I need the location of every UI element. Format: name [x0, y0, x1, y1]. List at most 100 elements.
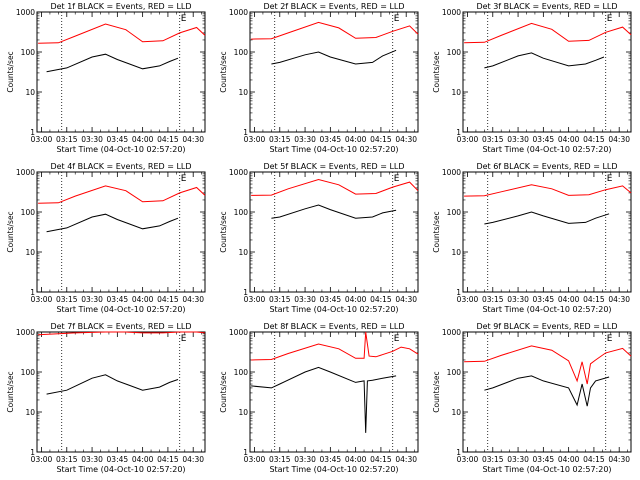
lld-series-line — [38, 23, 206, 44]
events-series-line — [484, 52, 605, 69]
y-tick-label: 100 — [234, 208, 249, 217]
x-axis-label: Start Time (04-Oct-10 02:57:20) — [269, 465, 398, 474]
x-axis-label: Start Time (04-Oct-10 02:57:20) — [482, 305, 611, 314]
x-tick-label: 03:45 — [107, 135, 129, 144]
events-series-line — [46, 53, 179, 73]
y-tick-label: 100 — [447, 208, 462, 217]
events-series-line — [271, 204, 397, 219]
y-axis-label: Counts/sec — [432, 51, 441, 92]
x-tick-label: 04:15 — [583, 135, 605, 144]
x-axis-label: Start Time (04-Oct-10 02:57:20) — [269, 305, 398, 314]
x-tick-label: 03:15 — [56, 455, 78, 464]
y-tick-label: 100 — [234, 48, 249, 57]
plot-frame — [462, 331, 632, 453]
marker-label: E — [607, 14, 613, 24]
x-tick-label: 03:30 — [507, 455, 529, 464]
x-tick-label: 04:00 — [345, 295, 367, 304]
y-tick-label: 100 — [447, 48, 462, 57]
y-tick-label: 1 — [30, 288, 35, 297]
y-tick-label: 1000 — [16, 168, 35, 177]
x-tick-label: 03:30 — [81, 455, 103, 464]
y-tick-label: 1 — [243, 448, 248, 457]
y-tick-label: 1 — [243, 288, 248, 297]
detector-panel: Det 4f BLACK = Events, RED = LLD 1 10 100 10… — [6, 162, 206, 314]
marker-label: E — [181, 334, 187, 344]
marker-label: E — [394, 14, 400, 24]
x-axis-label: Start Time (04-Oct-10 02:57:20) — [482, 145, 611, 154]
x-tick-label: 03:00 — [457, 295, 479, 304]
detector-panel: Det 2f BLACK = Events, RED = LLD 1 10 100 10… — [219, 2, 419, 154]
y-tick-label: 1000 — [16, 328, 35, 337]
y-axis-label: Counts/sec — [6, 211, 15, 252]
y-tick-label: 1000 — [229, 168, 248, 177]
x-tick-label: 03:15 — [269, 455, 291, 464]
y-tick-label: 1 — [456, 448, 461, 457]
detector-panel: Det 9f BLACK = Events, RED = LLD 1 10 100 10… — [432, 322, 632, 474]
x-axis-label: Start Time (04-Oct-10 02:57:20) — [482, 465, 611, 474]
plot-frame — [249, 331, 419, 453]
x-tick-label: 03:00 — [457, 455, 479, 464]
x-tick-label: 03:45 — [320, 295, 342, 304]
y-axis-label: Counts/sec — [219, 211, 228, 252]
detector-panel: Det 1f BLACK = Events, RED = LLD 1 10 100 10… — [6, 2, 206, 154]
x-tick-label: 04:30 — [395, 135, 417, 144]
y-tick-label: 100 — [21, 368, 36, 377]
x-tick-label: 04:00 — [132, 295, 154, 304]
lld-series-line — [464, 345, 632, 385]
x-tick-label: 04:15 — [370, 295, 392, 304]
y-tick-label: 1000 — [16, 8, 35, 17]
lld-series-line — [251, 331, 419, 361]
lld-series-line — [38, 185, 206, 204]
lld-series-line — [251, 178, 419, 196]
x-tick-label: 04:00 — [558, 295, 580, 304]
y-tick-label: 1000 — [229, 328, 248, 337]
x-tick-label: 04:15 — [370, 135, 392, 144]
x-tick-label: 03:00 — [244, 295, 266, 304]
y-tick-label: 1000 — [442, 168, 461, 177]
y-tick-label: 100 — [447, 368, 462, 377]
y-tick-label: 10 — [451, 88, 461, 97]
x-tick-label: 04:00 — [345, 455, 367, 464]
events-series-line — [46, 213, 179, 233]
events-series-line — [484, 211, 610, 225]
lld-series-line — [38, 331, 206, 336]
x-axis-label: Start Time (04-Oct-10 02:57:20) — [56, 145, 185, 154]
x-tick-label: 04:30 — [182, 455, 204, 464]
panel-title: Det 1f BLACK = Events, RED = LLD — [50, 2, 191, 11]
x-tick-label: 04:00 — [558, 135, 580, 144]
y-tick-label: 10 — [25, 408, 35, 417]
x-tick-label: 03:30 — [507, 295, 529, 304]
x-tick-label: 03:45 — [107, 295, 129, 304]
detector-panel: Det 8f BLACK = Events, RED = LLD 1 10 100 10… — [219, 322, 419, 474]
lld-series-line — [251, 21, 419, 40]
x-axis-label: Start Time (04-Oct-10 02:57:20) — [269, 145, 398, 154]
marker-label: E — [607, 174, 613, 184]
events-series-line — [251, 366, 397, 433]
x-tick-label: 04:15 — [157, 455, 179, 464]
x-tick-label: 03:45 — [533, 135, 555, 144]
y-axis-label: Counts/sec — [219, 51, 228, 92]
detector-panel: Det 7f BLACK = Events, RED = LLD 1 10 100 10… — [6, 322, 206, 474]
panel-title: Det 9f BLACK = Events, RED = LLD — [476, 322, 617, 331]
x-tick-label: 03:15 — [56, 135, 78, 144]
x-tick-label: 03:45 — [107, 455, 129, 464]
x-tick-label: 03:00 — [457, 135, 479, 144]
marker-label: E — [181, 14, 187, 24]
y-tick-label: 100 — [21, 48, 36, 57]
x-tick-label: 03:30 — [294, 295, 316, 304]
y-tick-label: 100 — [21, 208, 36, 217]
detector-panel: Det 5f BLACK = Events, RED = LLD 1 10 100 10… — [219, 162, 419, 314]
lld-series-line — [464, 184, 632, 197]
x-tick-label: 04:15 — [370, 455, 392, 464]
y-tick-label: 10 — [25, 248, 35, 257]
y-tick-label: 1 — [30, 128, 35, 137]
detector-panel: Det 3f BLACK = Events, RED = LLD 1 10 100 10… — [432, 2, 632, 154]
y-tick-label: 10 — [238, 88, 248, 97]
events-series-line — [271, 49, 397, 65]
panel-title: Det 2f BLACK = Events, RED = LLD — [263, 2, 404, 11]
panel-title: Det 8f BLACK = Events, RED = LLD — [263, 322, 404, 331]
events-series-line — [484, 375, 610, 407]
y-tick-label: 10 — [238, 248, 248, 257]
y-tick-label: 1 — [243, 128, 248, 137]
x-tick-label: 03:45 — [320, 135, 342, 144]
